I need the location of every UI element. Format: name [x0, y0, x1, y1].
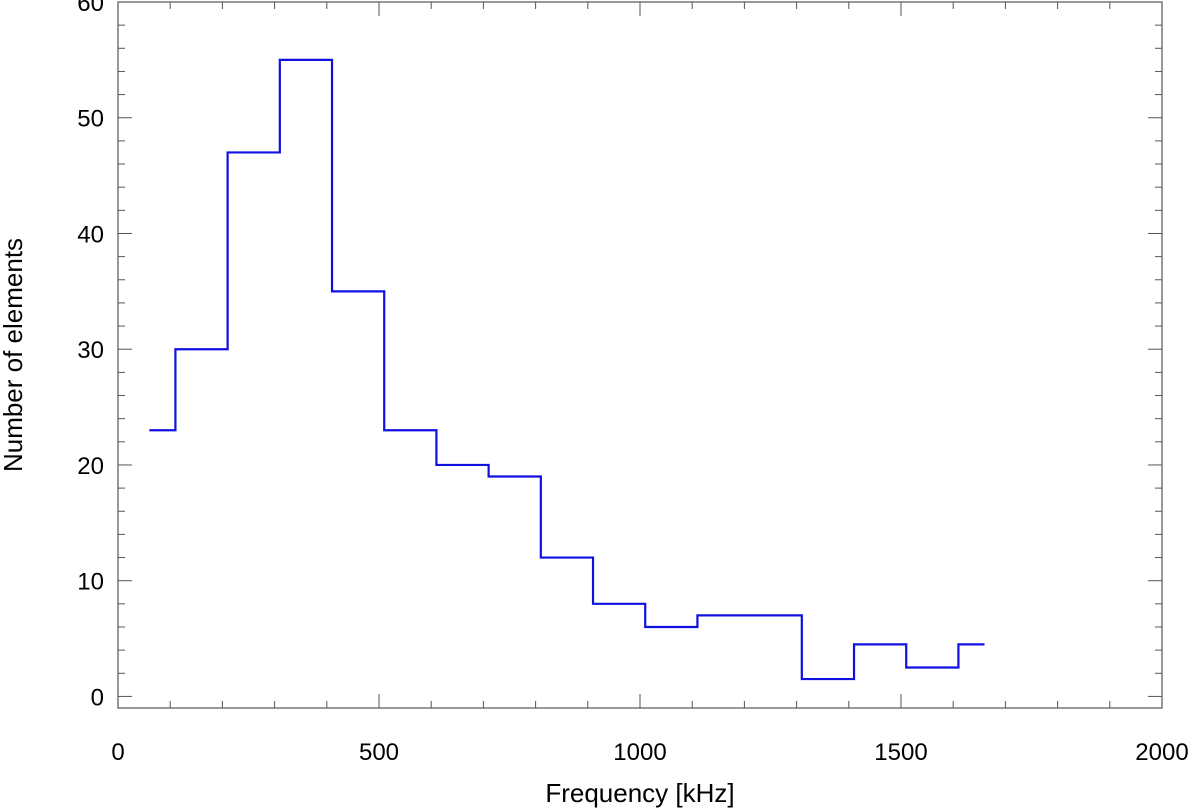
y-tick-label: 60 [77, 0, 104, 17]
y-tick-label: 20 [77, 453, 104, 480]
y-tick-label: 0 [91, 684, 104, 711]
histogram-series-line [149, 58, 985, 681]
x-tick-label: 1500 [874, 739, 927, 766]
x-tick-label: 0 [111, 739, 124, 766]
x-axis-title: Frequency [kHz] [545, 778, 734, 808]
x-tick-label: 2000 [1135, 739, 1188, 766]
y-tick-label: 30 [77, 337, 104, 364]
y-tick-label: 10 [77, 569, 104, 596]
y-tick-label: 50 [77, 106, 104, 133]
y-tick-label: 40 [77, 221, 104, 248]
x-axis-tick-labels: 0 500 1000 1500 2000 [111, 739, 1188, 766]
y-axis-ticks [118, 1, 1162, 697]
x-axis-ticks [117, 2, 1163, 708]
y-axis-title: Number of elements [0, 238, 28, 472]
y-axis-tick-labels: 0 10 20 30 40 50 60 [77, 0, 104, 711]
x-tick-label: 500 [359, 739, 399, 766]
x-tick-label: 1000 [613, 739, 666, 766]
plot-frame [117, 1, 1163, 709]
